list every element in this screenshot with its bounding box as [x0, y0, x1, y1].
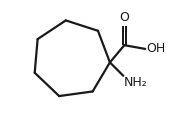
Text: OH: OH: [146, 42, 165, 55]
Text: NH₂: NH₂: [124, 76, 148, 89]
Text: O: O: [119, 11, 129, 24]
